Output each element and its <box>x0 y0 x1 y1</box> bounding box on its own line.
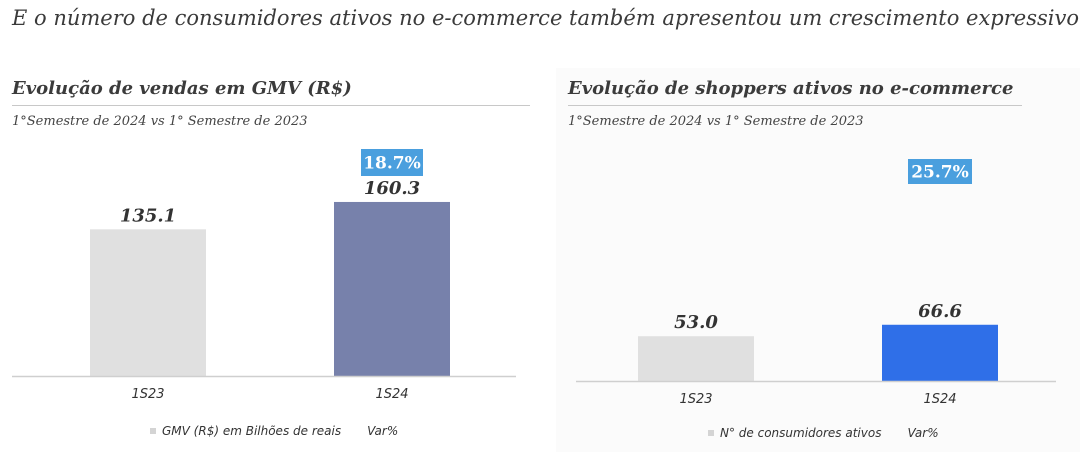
variation-label: 25.7% <box>911 163 969 183</box>
category-label-1s23: 1S23 <box>679 392 712 407</box>
title-divider <box>568 105 1022 106</box>
chart-legend: GMV (R$) em Bilhões de reais Var% <box>150 424 398 438</box>
value-label-1s24: 160.3 <box>364 178 420 199</box>
bar-1s24 <box>334 201 450 376</box>
bar-1s23 <box>638 336 754 381</box>
bar-1s24 <box>882 324 998 381</box>
gmv-bar-chart: 135.1 1S23 160.3 1S24 18.7% <box>12 149 516 402</box>
chart-legend: N° de consumidores ativos Var% <box>708 426 939 440</box>
value-label-1s24: 66.6 <box>918 301 962 322</box>
bar-1s23 <box>90 229 206 376</box>
legend-label-var: Var% <box>367 424 399 438</box>
value-label-1s23: 135.1 <box>120 205 176 226</box>
category-label-1s24: 1S24 <box>923 392 956 407</box>
chart-subtitle: 1°Semestre de 2024 vs 1° Semestre de 202… <box>12 114 308 129</box>
legend-swatch-gray <box>708 430 714 436</box>
category-label-1s24: 1S24 <box>375 387 408 402</box>
chart-panel-shoppers: Evolução de shoppers ativos no e-commerc… <box>556 68 1080 452</box>
chart-title: Evolução de vendas em GMV (R$) <box>12 78 352 99</box>
chart-title: Evolução de shoppers ativos no e-commerc… <box>568 78 1014 99</box>
title-divider <box>12 105 530 106</box>
chart-subtitle: 1°Semestre de 2024 vs 1° Semestre de 202… <box>568 114 864 129</box>
category-label-1s23: 1S23 <box>131 387 164 402</box>
page-headline: E o número de consumidores ativos no e-c… <box>12 6 1079 30</box>
variation-badge <box>908 159 972 184</box>
value-label-1s23: 53.0 <box>674 312 718 333</box>
legend-swatch-gray <box>150 428 156 434</box>
legend-label-var: Var% <box>907 426 939 440</box>
variation-badge <box>361 149 423 176</box>
shoppers-bar-chart: 53.0 1S23 66.6 1S24 25.7% <box>576 159 1056 407</box>
legend-label-series: N° de consumidores ativos <box>720 426 882 440</box>
chart-panel-gmv: Evolução de vendas em GMV (R$) 1°Semestr… <box>0 68 540 452</box>
legend-label-series: GMV (R$) em Bilhões de reais <box>162 424 342 438</box>
variation-label: 18.7% <box>363 154 421 174</box>
